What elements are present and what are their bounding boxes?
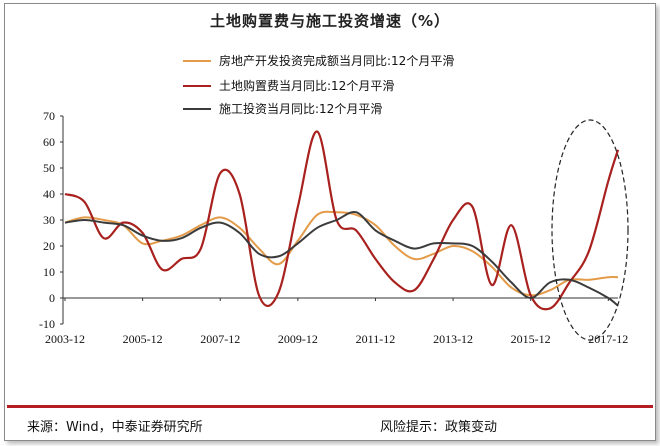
highlight-ellipse	[551, 119, 629, 341]
footer-rule	[7, 405, 653, 408]
x-tick-label: 2007-12	[200, 332, 240, 346]
y-tick-label: 40	[43, 187, 55, 201]
footer: 来源：Wind，中泰证券研究所 风险提示：政策变动	[5, 405, 655, 439]
y-tick-label: 50	[43, 161, 55, 175]
series-line-dev-investment	[64, 210, 619, 297]
series-line-land-purchase	[64, 130, 620, 311]
y-tick-label: -10	[39, 317, 55, 331]
x-tick-label: 2015-12	[511, 332, 551, 346]
x-tick-label: 2013-12	[433, 332, 473, 346]
series-line-construction	[64, 210, 619, 307]
x-tick-label: 2011-12	[356, 332, 396, 346]
y-tick-label: 30	[43, 213, 55, 227]
x-tick-label: 2017-12	[588, 332, 628, 346]
line-chart: -10 0 10 20 30 40 50 60 70 2003-12 2005-12 2007-12 2…	[39, 53, 629, 346]
y-tick-label: 0	[49, 291, 55, 305]
y-tick-label: 60	[43, 135, 55, 149]
chart-frame: 土地购置费与施工投资增速（%） -10 0 10 20 30 40 50 60 70 2003-1…	[4, 3, 656, 441]
x-tick-label: 2009-12	[278, 332, 318, 346]
legend-label: 施工投资当月同比:12个月平滑	[219, 101, 382, 116]
legend-label: 房地产开发投资完成额当月同比:12个月平滑	[219, 53, 454, 68]
y-tick-label: 70	[43, 109, 55, 123]
chart-title: 土地购置费与施工投资增速（%）	[209, 12, 451, 30]
risk-note: 风险提示：政策变动	[380, 420, 498, 435]
source-note: 来源：Wind，中泰证券研究所	[27, 420, 203, 435]
x-tick-label: 2003-12	[45, 332, 85, 346]
legend-label: 土地购置费当月同比:12个月平滑	[219, 78, 394, 93]
x-tick-label: 2005-12	[123, 332, 163, 346]
y-tick-label: 20	[43, 239, 55, 253]
y-tick-label: 10	[43, 265, 55, 279]
